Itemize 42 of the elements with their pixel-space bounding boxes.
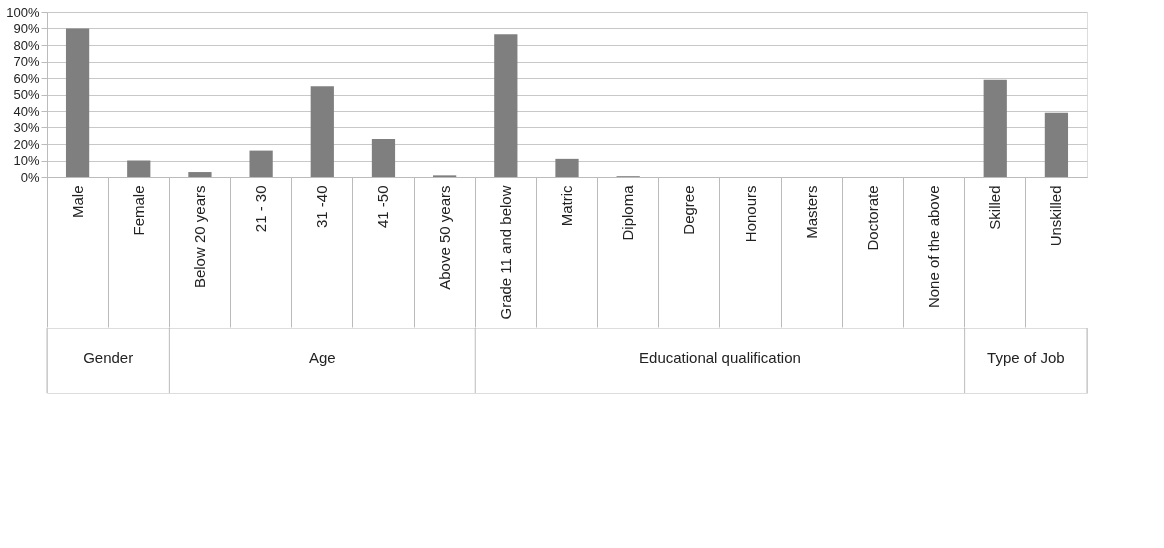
x-tick-label: Doctorate xyxy=(863,185,881,251)
text: Age xyxy=(308,349,336,366)
y-tick-label: 20% xyxy=(13,136,40,152)
x-tick-label: Degree xyxy=(680,185,698,235)
y-tick-label: 70% xyxy=(13,54,40,69)
x-tick-label: Honours xyxy=(741,185,759,243)
y-tick-label: 90% xyxy=(13,21,40,36)
bar xyxy=(371,139,396,177)
y-tick-label: 100% xyxy=(6,4,40,20)
y-tick-label: 60% xyxy=(13,70,40,86)
bar xyxy=(188,172,212,177)
y-tick-label: 40% xyxy=(13,103,40,119)
x-tick-label: Below 20 years xyxy=(190,185,208,289)
x-tick-label: Male xyxy=(68,185,86,219)
x-tick-label: Matric xyxy=(558,185,575,227)
x-tick-label: Female xyxy=(129,185,147,236)
x-tick-label: 21 - 30 xyxy=(252,185,270,233)
text: Gender xyxy=(83,349,134,366)
y-tick-label: 50% xyxy=(13,87,40,102)
x-tick-label: None of the above xyxy=(925,185,943,309)
x-tick-label: 41 -50 xyxy=(374,185,392,229)
bar xyxy=(65,28,90,177)
bar xyxy=(1044,112,1069,177)
y-tick-label: 80% xyxy=(13,37,40,53)
bar xyxy=(249,150,273,177)
text: Type of Job xyxy=(987,349,1065,366)
bar xyxy=(310,86,334,177)
x-tick-label: Skilled xyxy=(986,185,1004,230)
bar xyxy=(127,160,151,177)
x-tick-label: Diploma xyxy=(619,184,637,241)
x-tick-label: Grade 11 and below xyxy=(496,185,514,320)
bar xyxy=(494,34,518,177)
y-tick-label: 30% xyxy=(13,120,40,135)
bar xyxy=(983,79,1007,177)
text: Educational qualification xyxy=(639,349,801,366)
bar xyxy=(555,158,579,177)
y-tick-label: 10% xyxy=(13,153,40,168)
y-tick-label: 0% xyxy=(20,169,40,185)
x-tick-label: Unskilled xyxy=(1047,185,1065,247)
x-tick-label: Masters xyxy=(802,185,820,239)
x-tick-label: Above 50 years xyxy=(435,185,453,290)
x-tick-label: 31 -40 xyxy=(313,185,331,229)
